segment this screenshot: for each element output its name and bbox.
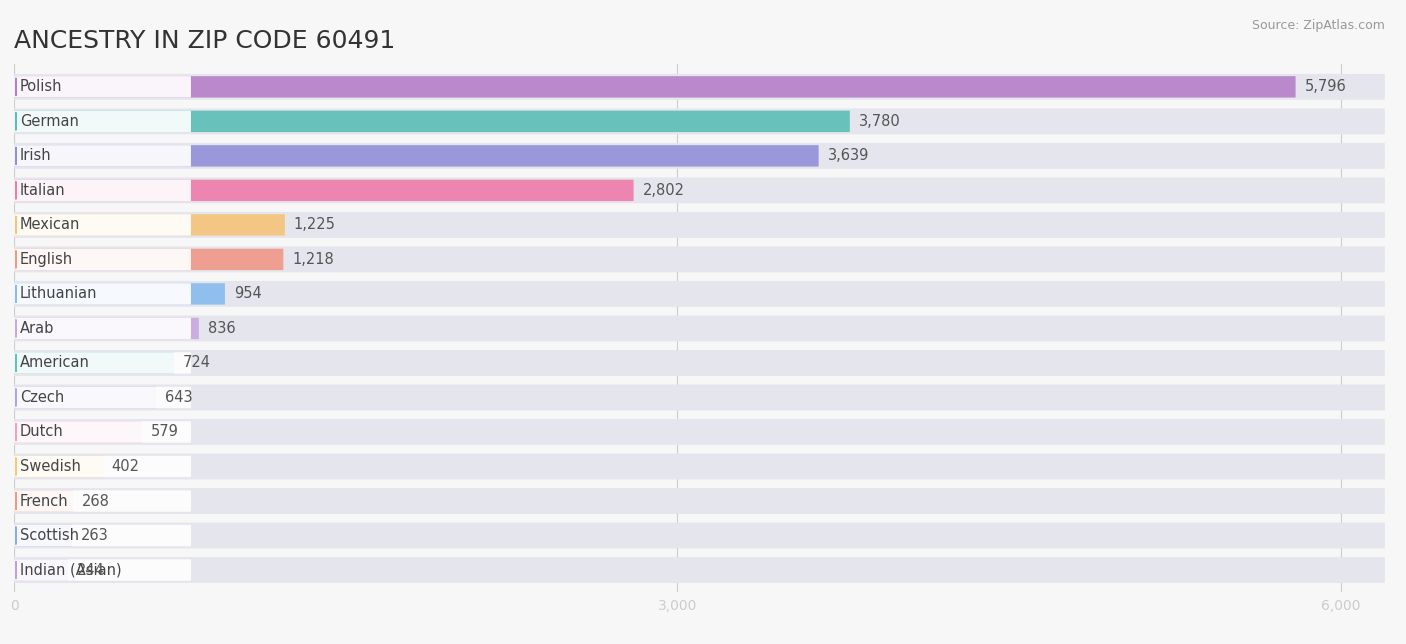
Text: Mexican: Mexican — [20, 218, 80, 232]
Text: Indian (Asian): Indian (Asian) — [20, 563, 121, 578]
Text: 836: 836 — [208, 321, 235, 336]
FancyBboxPatch shape — [14, 283, 225, 305]
FancyBboxPatch shape — [14, 560, 67, 581]
FancyBboxPatch shape — [14, 178, 1385, 204]
FancyBboxPatch shape — [14, 522, 1385, 549]
Text: 263: 263 — [82, 528, 108, 543]
FancyBboxPatch shape — [14, 456, 191, 477]
FancyBboxPatch shape — [14, 557, 1385, 583]
FancyBboxPatch shape — [14, 317, 191, 339]
Text: 579: 579 — [150, 424, 179, 439]
Text: 1,218: 1,218 — [292, 252, 335, 267]
FancyBboxPatch shape — [14, 421, 142, 442]
FancyBboxPatch shape — [14, 247, 1385, 272]
FancyBboxPatch shape — [14, 108, 1385, 135]
FancyBboxPatch shape — [14, 317, 198, 339]
Text: Dutch: Dutch — [20, 424, 63, 439]
Text: 643: 643 — [165, 390, 193, 405]
FancyBboxPatch shape — [14, 490, 73, 512]
FancyBboxPatch shape — [14, 419, 1385, 445]
FancyBboxPatch shape — [14, 249, 191, 270]
Text: 3,780: 3,780 — [859, 114, 900, 129]
FancyBboxPatch shape — [14, 111, 191, 132]
Text: 724: 724 — [183, 355, 211, 370]
FancyBboxPatch shape — [14, 350, 1385, 376]
Text: 3,639: 3,639 — [828, 148, 869, 164]
FancyBboxPatch shape — [14, 214, 285, 236]
Text: 2,802: 2,802 — [643, 183, 685, 198]
FancyBboxPatch shape — [14, 490, 191, 512]
Text: Scottish: Scottish — [20, 528, 79, 543]
FancyBboxPatch shape — [14, 421, 191, 442]
Text: Source: ZipAtlas.com: Source: ZipAtlas.com — [1251, 19, 1385, 32]
FancyBboxPatch shape — [14, 180, 191, 201]
Text: 402: 402 — [112, 459, 139, 474]
FancyBboxPatch shape — [14, 316, 1385, 341]
FancyBboxPatch shape — [14, 525, 191, 546]
FancyBboxPatch shape — [14, 145, 818, 167]
Text: 5,796: 5,796 — [1305, 79, 1346, 94]
Text: Polish: Polish — [20, 79, 62, 94]
FancyBboxPatch shape — [14, 525, 72, 546]
Text: Czech: Czech — [20, 390, 65, 405]
Text: Swedish: Swedish — [20, 459, 80, 474]
FancyBboxPatch shape — [14, 352, 174, 374]
Text: Italian: Italian — [20, 183, 66, 198]
Text: 1,225: 1,225 — [294, 218, 336, 232]
FancyBboxPatch shape — [14, 560, 191, 581]
FancyBboxPatch shape — [14, 387, 156, 408]
FancyBboxPatch shape — [14, 143, 1385, 169]
FancyBboxPatch shape — [14, 281, 1385, 307]
FancyBboxPatch shape — [14, 76, 191, 97]
FancyBboxPatch shape — [14, 111, 849, 132]
FancyBboxPatch shape — [14, 283, 191, 305]
Text: Lithuanian: Lithuanian — [20, 287, 97, 301]
FancyBboxPatch shape — [14, 453, 1385, 479]
Text: 244: 244 — [77, 563, 104, 578]
FancyBboxPatch shape — [14, 145, 191, 167]
Text: ANCESTRY IN ZIP CODE 60491: ANCESTRY IN ZIP CODE 60491 — [14, 29, 395, 53]
FancyBboxPatch shape — [14, 214, 191, 236]
Text: 954: 954 — [233, 287, 262, 301]
FancyBboxPatch shape — [14, 212, 1385, 238]
FancyBboxPatch shape — [14, 384, 1385, 410]
FancyBboxPatch shape — [14, 74, 1385, 100]
Text: French: French — [20, 493, 69, 509]
Text: German: German — [20, 114, 79, 129]
FancyBboxPatch shape — [14, 387, 191, 408]
FancyBboxPatch shape — [14, 180, 634, 201]
Text: English: English — [20, 252, 73, 267]
FancyBboxPatch shape — [14, 249, 284, 270]
Text: Arab: Arab — [20, 321, 55, 336]
Text: Irish: Irish — [20, 148, 52, 164]
FancyBboxPatch shape — [14, 456, 103, 477]
Text: American: American — [20, 355, 90, 370]
FancyBboxPatch shape — [14, 352, 191, 374]
FancyBboxPatch shape — [14, 488, 1385, 514]
FancyBboxPatch shape — [14, 76, 1295, 97]
Text: 268: 268 — [82, 493, 110, 509]
